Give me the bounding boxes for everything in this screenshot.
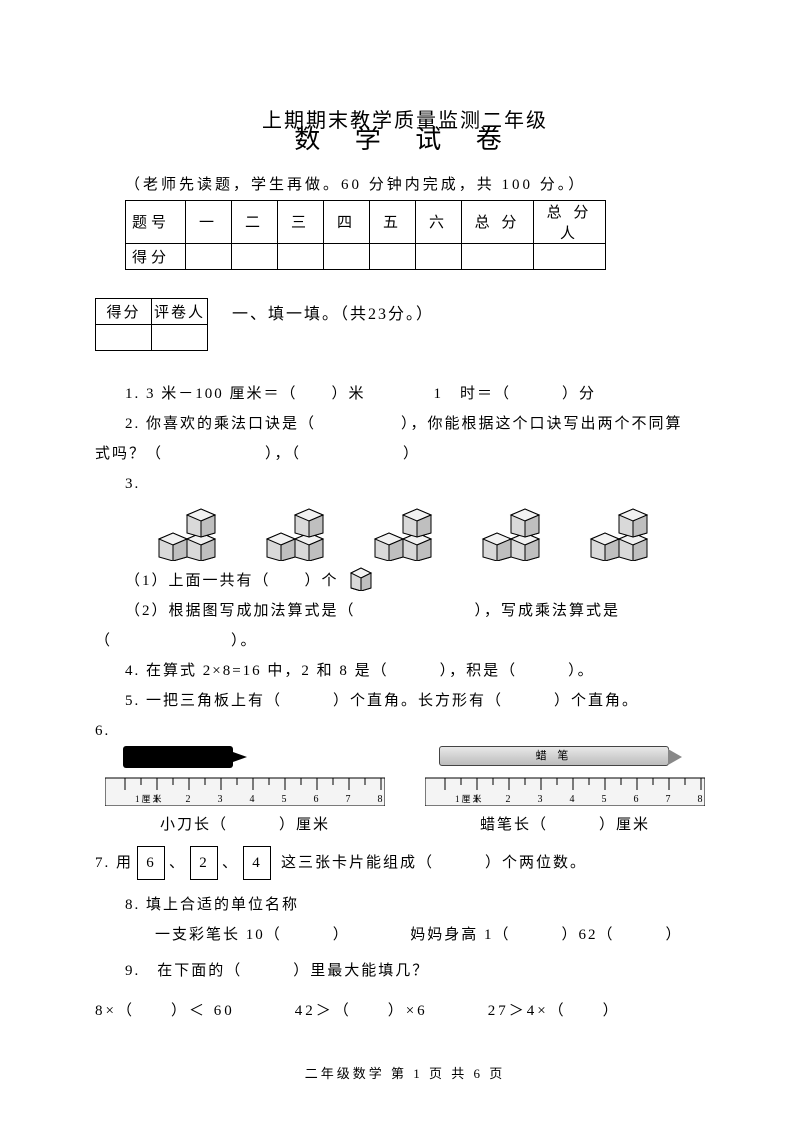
question-4: 4. 在算式 2×8=16 中，2 和 8 是（ ），积是（ ）。 — [95, 656, 715, 686]
score-header-cell: 五 — [370, 200, 416, 243]
mini-cell: 得分 — [96, 298, 152, 324]
score-row-label: 得分 — [126, 243, 186, 269]
question-1: 1. 3 米－100 厘米＝（ ）米 1 时＝（ ）分 — [95, 379, 715, 409]
section-1-title: 一、填一填。（共23分。） — [232, 300, 434, 324]
question-5: 5. 一把三角板上有（ ）个直角。长方形有（ ）个直角。 — [95, 686, 715, 716]
score-header-cell: 四 — [324, 200, 370, 243]
score-header-cell: 总 分 人 — [534, 200, 606, 243]
question-7a: 7. 用 — [95, 848, 133, 878]
score-header-cell: 总 分 — [462, 200, 534, 243]
score-cell — [324, 243, 370, 269]
card-sep: 、 — [169, 848, 186, 878]
table-row: 得分 — [126, 243, 606, 269]
score-cell — [462, 243, 534, 269]
question-3-2a: （2）根据图写成加法算式是（ ），写成乘法算式是 — [95, 596, 715, 626]
knife-caption: 小刀长（ ）厘米 — [160, 810, 330, 840]
knife-icon — [123, 746, 233, 768]
crayon-caption: 蜡笔长（ ）厘米 — [480, 810, 650, 840]
card-sep: 、 — [222, 848, 239, 878]
question-2b: 式吗？（ ），（ ） — [95, 439, 715, 469]
score-header-cell: 六 — [416, 200, 462, 243]
cube-figure-row — [155, 503, 715, 561]
title-line-2: 数 学 试 卷 — [95, 126, 715, 155]
mini-score-table: 得分 评卷人 — [95, 298, 208, 351]
cube-group-icon — [479, 503, 559, 561]
table-row: 题号 一 二 三 四 五 六 总 分 总 分 人 — [126, 200, 606, 243]
question-3-num: 3. — [125, 469, 140, 499]
question-8a: 8. 填上合适的单位名称 — [95, 890, 715, 920]
score-header-cell: 三 — [278, 200, 324, 243]
cube-icon — [348, 565, 374, 591]
score-cell — [370, 243, 416, 269]
score-header-cell: 题号 — [126, 200, 186, 243]
score-header-cell: 一 — [186, 200, 232, 243]
question-6-num: 6. — [95, 716, 715, 746]
score-cell — [416, 243, 462, 269]
question-9-item: 8×（ ）＜ 60 — [95, 996, 235, 1026]
question-3-2b: （ ）。 — [95, 626, 715, 656]
question-3-1-text: （1）上面一共有（ ）个 — [125, 573, 339, 589]
mini-cell: 评卷人 — [152, 298, 208, 324]
score-header-cell: 二 — [232, 200, 278, 243]
question-8b: 一支彩笔长 10（ ） 妈妈身高 1（ ）62（ ） — [155, 920, 715, 950]
ruler-icon — [105, 772, 385, 806]
number-card: 4 — [243, 846, 271, 880]
score-table: 题号 一 二 三 四 五 六 总 分 总 分 人 得分 — [125, 200, 606, 270]
number-card: 6 — [137, 846, 165, 880]
cube-group-icon — [371, 503, 451, 561]
cube-group-icon — [155, 503, 235, 561]
crayon-icon: 蜡 笔 — [439, 746, 669, 766]
question-3-1: （1）上面一共有（ ）个 — [95, 565, 715, 596]
question-9-item: 42＞（ ）×6 — [295, 996, 428, 1026]
page-footer: 二年级数学 第 1 页 共 6 页 — [0, 1063, 810, 1082]
number-card: 2 — [190, 846, 218, 880]
score-cell — [186, 243, 232, 269]
mini-cell — [96, 324, 152, 350]
ruler-icon — [425, 772, 705, 806]
question-7b: 这三张卡片能组成（ ）个两位数。 — [281, 848, 587, 878]
cube-group-icon — [587, 503, 667, 561]
question-9a: 9. 在下面的（ ）里最大能填几？ — [95, 956, 715, 986]
ruler-row: 小刀长（ ）厘米 蜡 笔 蜡笔长（ ）厘米 — [105, 746, 715, 840]
score-cell — [232, 243, 278, 269]
score-cell — [534, 243, 606, 269]
score-cell — [278, 243, 324, 269]
cube-group-icon — [263, 503, 343, 561]
instruction-text: （老师先读题，学生再做。60 分钟内完成，共 100 分。） — [125, 173, 715, 194]
question-9-item: 27＞4×（ ） — [488, 996, 621, 1026]
mini-cell — [152, 324, 208, 350]
question-2a: 2. 你喜欢的乘法口诀是（ ），你能根据这个口诀写出两个不同算 — [95, 409, 715, 439]
